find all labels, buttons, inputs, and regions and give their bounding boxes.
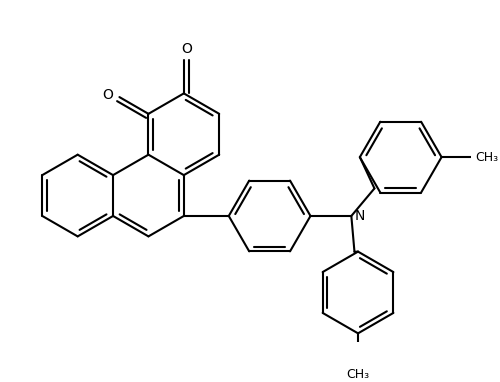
Text: O: O xyxy=(181,42,192,57)
Text: CH₃: CH₃ xyxy=(346,368,370,381)
Text: CH₃: CH₃ xyxy=(475,151,498,163)
Text: N: N xyxy=(354,209,365,223)
Text: O: O xyxy=(102,88,114,102)
